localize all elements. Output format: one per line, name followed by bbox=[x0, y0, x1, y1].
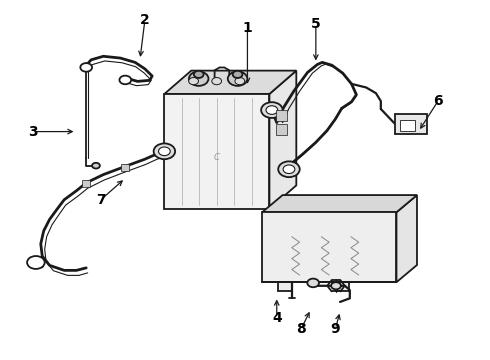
Circle shape bbox=[307, 279, 319, 287]
Text: 2: 2 bbox=[140, 13, 150, 27]
Polygon shape bbox=[270, 71, 296, 209]
Text: 5: 5 bbox=[311, 17, 321, 31]
Text: 3: 3 bbox=[27, 125, 37, 139]
Circle shape bbox=[159, 147, 170, 156]
Circle shape bbox=[120, 76, 131, 84]
Circle shape bbox=[80, 63, 92, 72]
Circle shape bbox=[233, 71, 243, 78]
Polygon shape bbox=[276, 110, 287, 121]
Polygon shape bbox=[336, 282, 349, 291]
Circle shape bbox=[261, 102, 283, 118]
Polygon shape bbox=[278, 282, 292, 291]
Text: 9: 9 bbox=[331, 322, 340, 336]
Circle shape bbox=[228, 72, 247, 86]
Circle shape bbox=[92, 163, 100, 168]
Polygon shape bbox=[396, 195, 417, 282]
Circle shape bbox=[235, 77, 245, 85]
Text: 7: 7 bbox=[96, 193, 106, 207]
Circle shape bbox=[266, 106, 278, 114]
Circle shape bbox=[331, 282, 341, 289]
Polygon shape bbox=[262, 195, 417, 212]
Polygon shape bbox=[82, 180, 90, 187]
Circle shape bbox=[212, 77, 221, 85]
Polygon shape bbox=[164, 94, 270, 209]
Circle shape bbox=[189, 77, 198, 85]
Text: 1: 1 bbox=[243, 21, 252, 35]
Polygon shape bbox=[276, 125, 287, 135]
Text: C: C bbox=[214, 153, 220, 162]
Polygon shape bbox=[262, 212, 396, 282]
Circle shape bbox=[278, 161, 300, 177]
Polygon shape bbox=[122, 163, 129, 171]
Circle shape bbox=[154, 143, 175, 159]
Text: 6: 6 bbox=[433, 94, 443, 108]
Text: 4: 4 bbox=[272, 311, 282, 325]
Polygon shape bbox=[395, 114, 427, 134]
Circle shape bbox=[27, 256, 45, 269]
Polygon shape bbox=[400, 120, 415, 131]
Circle shape bbox=[194, 71, 203, 78]
Text: 8: 8 bbox=[296, 322, 306, 336]
Polygon shape bbox=[164, 71, 296, 94]
Circle shape bbox=[283, 165, 295, 174]
Circle shape bbox=[189, 72, 208, 86]
